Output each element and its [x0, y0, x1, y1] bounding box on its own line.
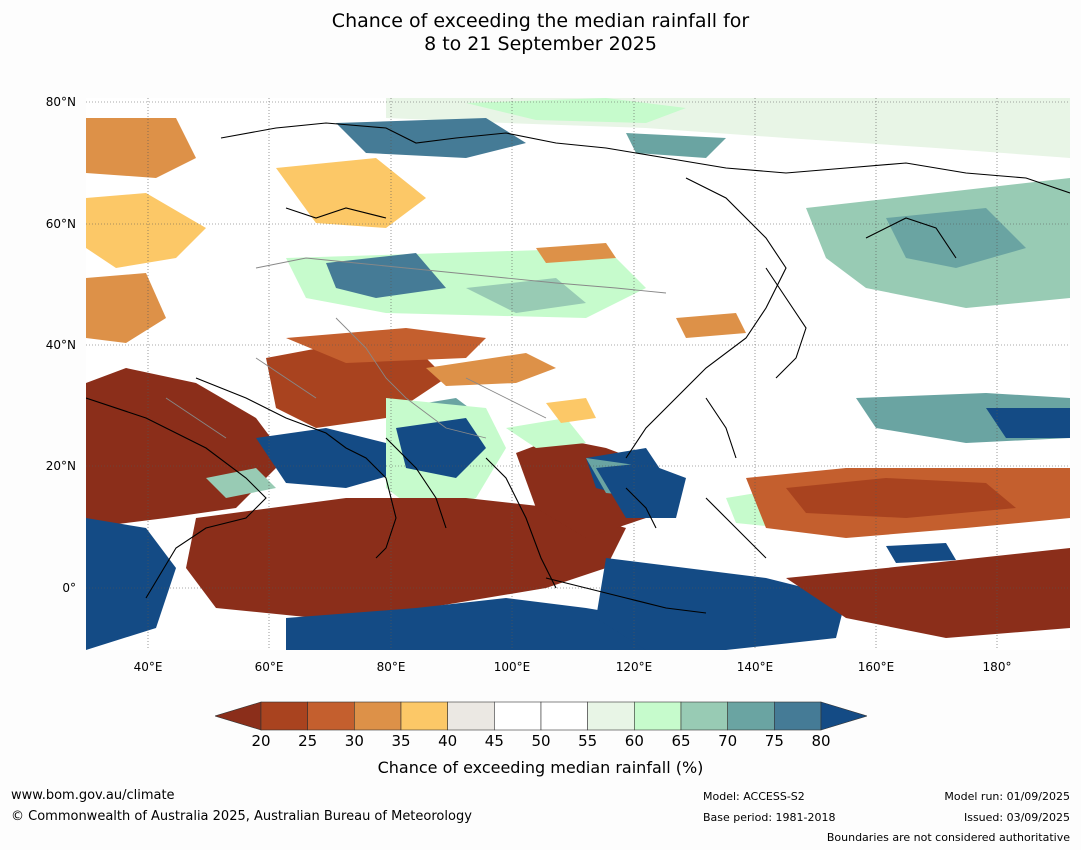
lat-label-40n: 40°N [45, 338, 76, 352]
colorbar-cell [587, 701, 635, 731]
lat-label-80n: 80°N [45, 95, 76, 109]
colorbar-tick-label: 55 [578, 732, 598, 750]
rainfall-map-canvas [86, 98, 1070, 650]
colorbar-tick-label: 50 [531, 732, 551, 750]
colorbar-cell [680, 701, 728, 731]
map-gridlines [86, 98, 1070, 650]
colorbar-cell [774, 701, 822, 731]
colorbar-tick-label: 70 [718, 732, 738, 750]
copyright-text: © Commonwealth of Australia 2025, Austra… [11, 809, 472, 824]
colorbar-tick-label: 45 [484, 732, 504, 750]
lat-label-20n: 20°N [45, 459, 76, 473]
lon-label-80e: 80°E [376, 660, 406, 674]
map-title-line2: 8 to 21 September 2025 [424, 33, 657, 55]
colorbar-tick-label: 30 [344, 732, 364, 750]
issued-text: Issued: 03/09/2025 [963, 811, 1070, 824]
colorbar-cell [447, 701, 495, 731]
colorbar-tick-label: 65 [671, 732, 691, 750]
country-borders [165, 257, 667, 439]
rainfall-probability-regions [86, 98, 1070, 650]
colorbar-cell [354, 701, 402, 731]
colorbar-cell [634, 701, 682, 731]
lon-label-160e: 160°E [857, 660, 895, 674]
lat-label-60n: 60°N [45, 217, 76, 231]
map-title-line1: Chance of exceeding the median rainfall … [331, 10, 750, 32]
model-text: Model: ACCESS-S2 [703, 790, 805, 803]
coastlines [86, 122, 1070, 614]
colorbar-tick-label: 80 [811, 732, 831, 750]
colorbar-cell [307, 701, 355, 731]
colorbar-extend-low [215, 701, 262, 731]
colorbar-cell [260, 701, 308, 731]
base-period-text: Base period: 1981-2018 [703, 811, 836, 824]
lon-label-180: 180° [982, 660, 1012, 674]
lat-label-0: 0° [62, 581, 76, 595]
colorbar-tick-label: 35 [391, 732, 411, 750]
lon-label-140e: 140°E [736, 660, 774, 674]
colorbar-cell [727, 701, 775, 731]
lon-label-100e: 100°E [493, 660, 531, 674]
lon-label-40e: 40°E [133, 660, 163, 674]
colorbar-tick-label: 60 [624, 732, 644, 750]
model-run-text: Model run: 01/09/2025 [944, 790, 1070, 803]
colorbar-tick-label: 25 [298, 732, 318, 750]
colorbar-tick-label: 40 [438, 732, 458, 750]
colorbar-label: Chance of exceeding median rainfall (%) [377, 758, 704, 777]
colorbar-tick-label: 20 [251, 732, 271, 750]
colorbar [215, 701, 867, 731]
colorbar-cell [494, 701, 542, 731]
colorbar-cell [400, 701, 448, 731]
disclaimer-text: Boundaries are not considered authoritat… [826, 831, 1070, 844]
lon-label-60e: 60°E [254, 660, 284, 674]
colorbar-tick-label: 75 [764, 732, 784, 750]
rainfall-map [86, 98, 1070, 650]
lon-label-120e: 120°E [615, 660, 653, 674]
colorbar-cell [540, 701, 588, 731]
website-link[interactable]: www.bom.gov.au/climate [11, 788, 175, 803]
colorbar-extend-high [820, 701, 867, 731]
